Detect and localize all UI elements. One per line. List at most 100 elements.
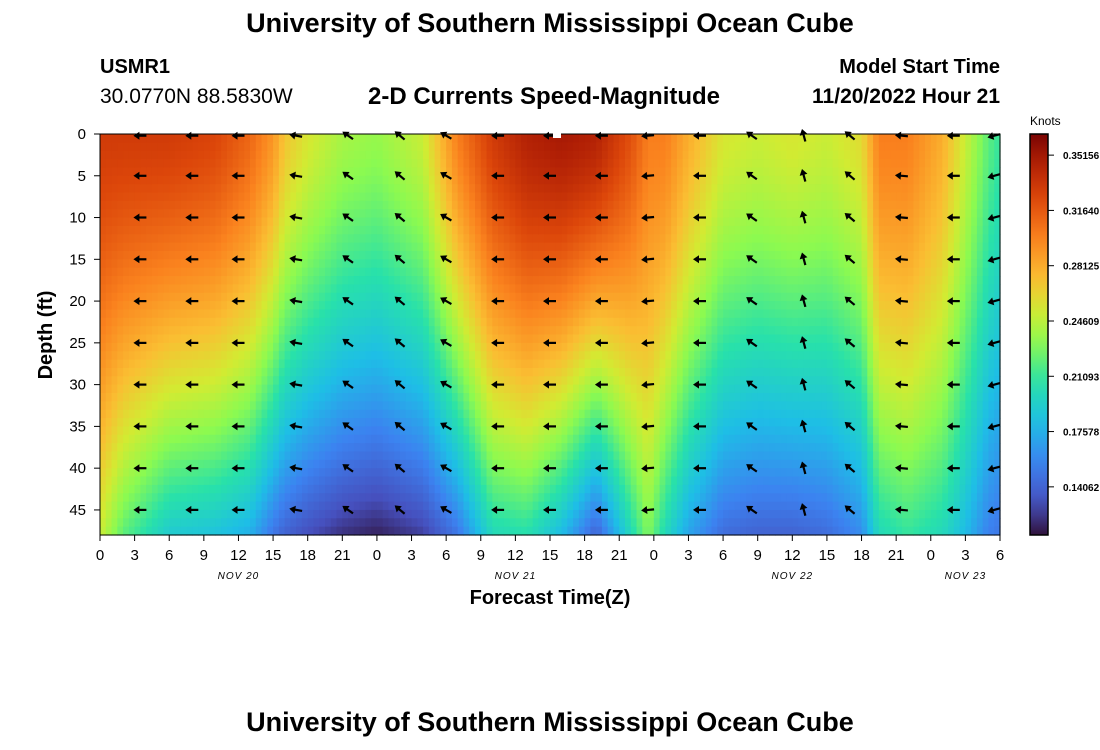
heat-cell — [411, 359, 418, 369]
heat-cell — [653, 284, 661, 294]
heat-cell — [117, 292, 124, 302]
heat-cell — [469, 276, 476, 285]
heat-cell — [521, 200, 528, 210]
heat-cell — [221, 192, 228, 202]
heat-cell — [567, 225, 574, 235]
heat-cell — [423, 192, 430, 202]
heat-cell — [619, 225, 626, 235]
heat-cell — [278, 225, 286, 235]
heat-cell — [567, 184, 574, 194]
heat-cell — [503, 134, 511, 143]
heat-cell — [186, 259, 193, 269]
heat-cell — [388, 367, 395, 377]
heat-cell — [140, 234, 147, 244]
heat-cell — [146, 367, 153, 377]
heat-cell — [134, 175, 141, 185]
heat-cell — [625, 217, 632, 227]
heat-cell — [157, 150, 165, 160]
heat-cell — [607, 384, 615, 394]
heat-cell — [278, 401, 286, 411]
heat-cell — [100, 292, 107, 302]
heat-cell — [244, 359, 251, 369]
heat-cell — [636, 401, 643, 411]
heat-cell — [584, 342, 591, 352]
heat-cell — [544, 367, 551, 377]
heat-cell — [325, 451, 332, 461]
heat-cell — [682, 509, 690, 519]
heat-cell — [446, 451, 453, 461]
heat-cell — [180, 276, 188, 285]
heat-cell — [440, 384, 447, 394]
heat-cell — [688, 443, 695, 453]
heat-cell — [261, 200, 268, 210]
heat-cell — [267, 192, 274, 202]
heat-cell — [417, 159, 424, 169]
heat-cell — [278, 234, 286, 244]
heat-cell — [492, 292, 499, 302]
heat-cell — [290, 292, 297, 302]
heat-cell — [538, 225, 545, 235]
heat-cell — [561, 518, 568, 528]
heat-cell — [198, 367, 205, 377]
heat-cell — [261, 401, 268, 411]
heat-cell — [567, 401, 574, 411]
heat-cell — [659, 267, 666, 277]
heat-cell — [446, 459, 453, 469]
heat-cell — [590, 159, 597, 169]
heat-cell — [394, 392, 401, 402]
heat-cell — [319, 459, 326, 469]
heat-cell — [671, 334, 678, 344]
heat-cell — [221, 267, 228, 277]
heat-cell — [105, 418, 113, 427]
heat-cell — [198, 484, 205, 494]
heat-cell — [382, 484, 390, 494]
heat-cell — [578, 342, 586, 352]
heat-cell — [123, 468, 130, 478]
heat-cell — [526, 317, 534, 327]
heat-cell — [146, 309, 153, 319]
heat-cell — [307, 175, 315, 185]
heat-cell — [105, 284, 113, 294]
heat-cell — [301, 459, 309, 469]
heat-cell — [296, 326, 303, 336]
heat-cell — [671, 367, 678, 377]
heat-cell — [434, 276, 441, 285]
heat-cell — [267, 451, 274, 461]
heat-cell — [596, 468, 603, 478]
heat-cell — [261, 192, 268, 202]
heat-cell — [342, 217, 349, 227]
heat-cell — [694, 392, 701, 402]
heat-cell — [203, 292, 211, 302]
heat-cell — [134, 509, 141, 519]
heat-cell — [676, 326, 684, 336]
heat-cell — [255, 267, 263, 277]
heat-cell — [319, 434, 326, 444]
heat-cell — [221, 443, 228, 453]
heat-cell — [226, 384, 234, 394]
heat-cell — [319, 184, 326, 194]
heat-cell — [515, 267, 522, 277]
heat-cell — [457, 234, 465, 244]
heat-cell — [278, 276, 286, 285]
heat-cell — [688, 384, 695, 394]
heat-cell — [659, 317, 666, 327]
heat-cell — [515, 518, 522, 528]
heat-cell — [567, 259, 574, 269]
heat-cell — [428, 334, 436, 344]
heat-cell — [417, 351, 424, 361]
heat-cell — [307, 376, 315, 386]
heat-cell — [394, 451, 401, 461]
heat-cell — [515, 509, 522, 519]
heat-cell — [400, 501, 407, 511]
heat-cell — [175, 284, 182, 294]
heat-cell — [590, 267, 597, 277]
heat-cell — [382, 276, 390, 285]
heat-cell — [313, 301, 320, 311]
heat-cell — [653, 392, 661, 402]
heat-cell — [573, 509, 580, 519]
heat-cell — [100, 334, 107, 344]
heat-cell — [105, 292, 113, 302]
heat-cell — [550, 351, 557, 361]
heat-cell — [532, 292, 540, 302]
heat-cell — [134, 342, 141, 352]
